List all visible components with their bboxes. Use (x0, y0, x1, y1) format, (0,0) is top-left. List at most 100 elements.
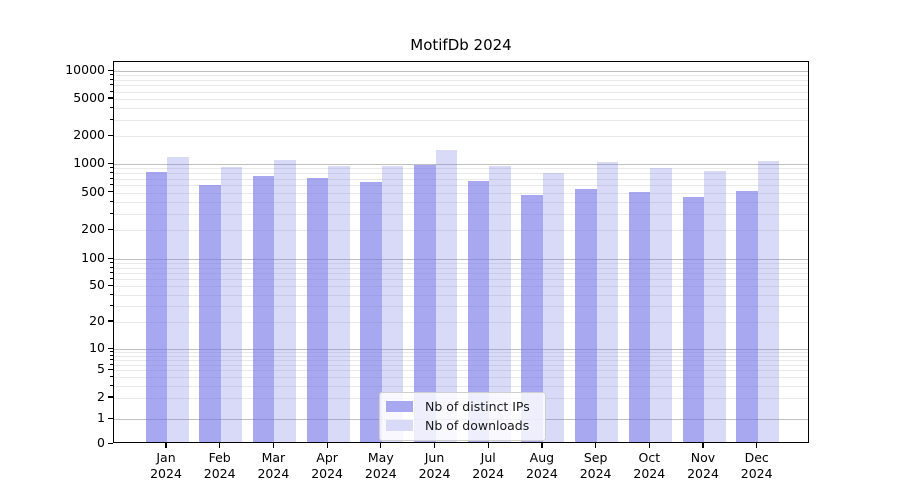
y-tick-label: 2 (97, 388, 105, 404)
gridline-minor (114, 201, 808, 203)
y-tick-mark (108, 228, 113, 231)
bar-downloads-may (381, 166, 404, 442)
x-tick-label: Sep 2024 (564, 450, 628, 481)
y-tick-label: 2000 (73, 127, 105, 142)
y-tick-mark-minor (110, 107, 113, 108)
x-tick-label: May 2024 (349, 450, 413, 481)
y-tick-mark-minor (110, 167, 113, 169)
x-tick-mark (702, 443, 704, 448)
legend-label-distinct-ips: Nb of distinct IPs (425, 399, 530, 414)
y-tick-mark-minor (110, 293, 113, 295)
gridline-major (114, 71, 808, 72)
gridline-minor (114, 263, 808, 265)
bar-distinct-ips-oct (628, 192, 651, 442)
bar-downloads-jul (489, 165, 511, 442)
gridline-minor (114, 80, 808, 81)
y-tick-label: 1000 (73, 155, 105, 170)
y-tick-mark-minor (110, 363, 113, 365)
x-tick-mark (326, 443, 328, 448)
legend-swatch-downloads (386, 420, 413, 431)
bar-downloads-sep (596, 162, 619, 442)
y-tick-mark-minor (110, 266, 113, 268)
y-tick-mark-minor (110, 351, 113, 353)
y-tick-mark-minor (110, 384, 113, 386)
bar-distinct-ips-jul (467, 181, 490, 442)
gridline-minor (114, 178, 808, 180)
bar-distinct-ips-mar (252, 175, 275, 442)
x-tick-label: Jun 2024 (403, 450, 467, 481)
bar-distinct-ips-feb (199, 185, 221, 442)
gridline-major (114, 164, 808, 165)
y-tick-label: 500 (81, 183, 105, 199)
y-tick-label: 10000 (65, 62, 105, 77)
x-tick-label: Feb 2024 (188, 450, 252, 481)
gridline-major (114, 259, 808, 260)
gridline-minor (114, 98, 808, 100)
plot-area: Nb of distinct IPs Nb of downloads (113, 61, 809, 443)
bar-distinct-ips-sep (575, 188, 597, 442)
y-tick-mark (108, 284, 113, 286)
x-tick-mark (380, 443, 382, 448)
chart-title: MotifDb 2024 (410, 36, 512, 54)
gridline-minor (114, 352, 808, 354)
legend-row-downloads: Nb of downloads (386, 416, 537, 435)
y-tick-label: 0 (97, 435, 105, 450)
bar-distinct-ips-nov (682, 196, 704, 442)
x-tick-label: Dec 2024 (725, 450, 789, 481)
y-tick-mark (108, 257, 113, 259)
bar-downloads-nov (704, 171, 726, 442)
x-tick-label: Jul 2024 (456, 450, 520, 481)
y-tick-mark (108, 442, 113, 444)
y-tick-mark-minor (110, 184, 113, 186)
y-tick-mark-minor (110, 358, 113, 360)
y-tick-mark (108, 134, 113, 136)
x-tick-label: Nov 2024 (671, 450, 735, 481)
x-tick-year: 2024 (740, 465, 773, 481)
bar-downloads-feb (220, 167, 243, 442)
x-tick-mark (272, 443, 275, 448)
legend: Nb of distinct IPs Nb of downloads (379, 392, 546, 441)
gridline-minor (114, 364, 808, 366)
y-tick-mark-minor (110, 84, 113, 86)
gridline-minor (114, 355, 808, 357)
gridline-minor (114, 294, 808, 296)
gridline-minor (114, 230, 808, 232)
y-tick-mark-minor (110, 172, 113, 174)
y-tick-mark (108, 69, 113, 71)
gridline-minor (114, 278, 808, 280)
bar-distinct-ips-apr (306, 177, 329, 442)
x-tick-year: 2024 (579, 465, 612, 481)
x-tick-label: Oct 2024 (617, 450, 681, 481)
bar-distinct-ips-dec (736, 190, 758, 442)
y-tick-label: 5 (97, 361, 105, 377)
bar-downloads-aug (542, 172, 565, 442)
bar-downloads-jan (167, 157, 189, 442)
legend-row-distinct-ips: Nb of distinct IPs (386, 397, 537, 416)
y-tick-mark-minor (110, 375, 113, 377)
y-tick-label: 200 (81, 221, 105, 237)
gridline-minor (114, 376, 808, 378)
gridline-minor (114, 370, 808, 372)
y-tick-label: 1 (97, 410, 105, 425)
x-tick-mark (541, 443, 543, 448)
y-tick-mark-minor (110, 271, 113, 273)
y-tick-label: 100 (81, 250, 105, 265)
bar-distinct-ips-aug (521, 194, 543, 442)
gridline-minor (114, 385, 808, 387)
gridline-minor (114, 168, 808, 170)
y-tick-mark (108, 191, 113, 193)
legend-swatch-distinct-ips (386, 401, 413, 412)
gridline-minor (114, 306, 808, 308)
x-tick-label: Mar 2024 (241, 450, 305, 481)
y-tick-label: 50 (89, 277, 105, 293)
y-tick-mark-minor (110, 200, 113, 202)
x-tick-mark (756, 443, 758, 448)
y-tick-mark (108, 347, 113, 349)
gridline-minor (114, 119, 808, 121)
x-tick-label: Apr 2024 (295, 450, 359, 481)
y-tick-mark-minor (110, 74, 113, 76)
legend-label-downloads: Nb of downloads (425, 418, 530, 433)
y-tick-mark (108, 417, 113, 419)
y-tick-mark-minor (110, 354, 113, 356)
